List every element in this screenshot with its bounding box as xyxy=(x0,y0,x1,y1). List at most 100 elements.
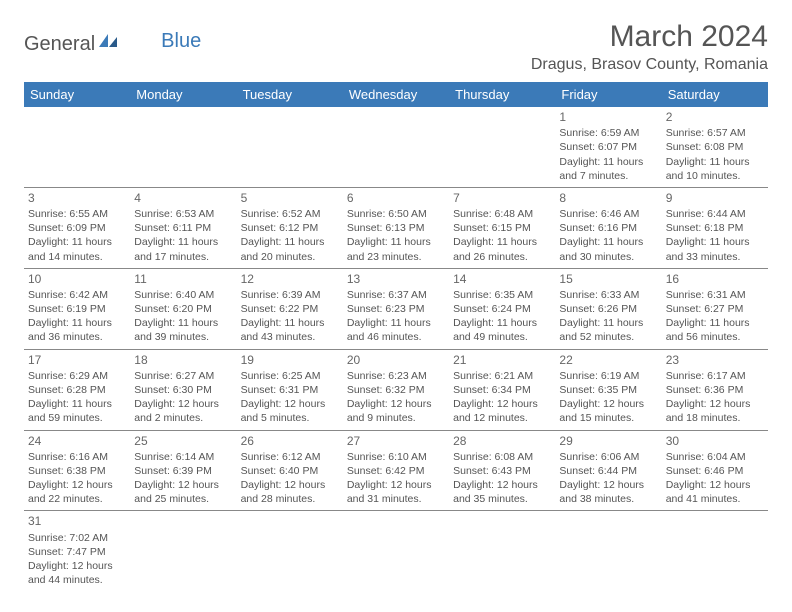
sunset-text: Sunset: 6:19 PM xyxy=(28,302,126,316)
day-number: 17 xyxy=(28,352,126,368)
sunrise-text: Sunrise: 6:46 AM xyxy=(559,207,657,221)
calendar-cell: 6Sunrise: 6:50 AMSunset: 6:13 PMDaylight… xyxy=(343,187,449,268)
calendar-cell-empty xyxy=(130,107,236,187)
sunrise-text: Sunrise: 6:35 AM xyxy=(453,288,551,302)
day-number: 10 xyxy=(28,271,126,287)
day-number: 26 xyxy=(241,433,339,449)
calendar-cell: 4Sunrise: 6:53 AMSunset: 6:11 PMDaylight… xyxy=(130,187,236,268)
calendar-cell: 25Sunrise: 6:14 AMSunset: 6:39 PMDayligh… xyxy=(130,430,236,511)
calendar-cell-empty xyxy=(555,511,661,591)
sunrise-text: Sunrise: 6:44 AM xyxy=(666,207,764,221)
calendar-cell: 14Sunrise: 6:35 AMSunset: 6:24 PMDayligh… xyxy=(449,268,555,349)
weekday-header: Monday xyxy=(130,82,236,107)
daylight-text: Daylight: 12 hours and 22 minutes. xyxy=(28,478,126,506)
daylight-text: Daylight: 11 hours and 20 minutes. xyxy=(241,235,339,263)
day-number: 9 xyxy=(666,190,764,206)
calendar-row: 3Sunrise: 6:55 AMSunset: 6:09 PMDaylight… xyxy=(24,187,768,268)
calendar-cell-empty xyxy=(449,511,555,591)
daylight-text: Daylight: 11 hours and 46 minutes. xyxy=(347,316,445,344)
sunrise-text: Sunrise: 6:42 AM xyxy=(28,288,126,302)
sunrise-text: Sunrise: 7:02 AM xyxy=(28,531,126,545)
sunset-text: Sunset: 6:24 PM xyxy=(453,302,551,316)
sunset-text: Sunset: 6:16 PM xyxy=(559,221,657,235)
calendar-cell-empty xyxy=(343,107,449,187)
day-number: 18 xyxy=(134,352,232,368)
day-number: 7 xyxy=(453,190,551,206)
sunrise-text: Sunrise: 6:17 AM xyxy=(666,369,764,383)
day-number: 29 xyxy=(559,433,657,449)
daylight-text: Daylight: 12 hours and 12 minutes. xyxy=(453,397,551,425)
sunset-text: Sunset: 6:20 PM xyxy=(134,302,232,316)
day-number: 5 xyxy=(241,190,339,206)
sunset-text: Sunset: 6:22 PM xyxy=(241,302,339,316)
calendar-body: 1Sunrise: 6:59 AMSunset: 6:07 PM Daylight… xyxy=(24,107,768,591)
daylight-text: Daylight: 11 hours and 10 minutes. xyxy=(666,155,764,183)
calendar-cell-empty xyxy=(237,107,343,187)
sunset-text: Sunset: 6:43 PM xyxy=(453,464,551,478)
sunset-text: Sunset: 6:36 PM xyxy=(666,383,764,397)
sunset-text: Sunset: 6:46 PM xyxy=(666,464,764,478)
daylight-text: Daylight: 12 hours and 25 minutes. xyxy=(134,478,232,506)
sunset-text: Sunset: 6:35 PM xyxy=(559,383,657,397)
sunset-text: Sunset: 6:42 PM xyxy=(347,464,445,478)
calendar-cell: 11Sunrise: 6:40 AMSunset: 6:20 PMDayligh… xyxy=(130,268,236,349)
calendar-cell: 31Sunrise: 7:02 AMSunset: 7:47 PMDayligh… xyxy=(24,511,130,591)
calendar-cell: 23Sunrise: 6:17 AMSunset: 6:36 PMDayligh… xyxy=(662,349,768,430)
daylight-text: Daylight: 12 hours and 15 minutes. xyxy=(559,397,657,425)
day-number: 16 xyxy=(666,271,764,287)
day-number: 23 xyxy=(666,352,764,368)
weekday-header: Thursday xyxy=(449,82,555,107)
sunset-text: Sunset: 6:28 PM xyxy=(28,383,126,397)
daylight-text: Daylight: 12 hours and 5 minutes. xyxy=(241,397,339,425)
day-number: 21 xyxy=(453,352,551,368)
day-number: 13 xyxy=(347,271,445,287)
sunset-text: Sunset: 6:26 PM xyxy=(559,302,657,316)
weekday-header-row: SundayMondayTuesdayWednesdayThursdayFrid… xyxy=(24,82,768,107)
day-number: 28 xyxy=(453,433,551,449)
sunset-text: Sunset: 6:13 PM xyxy=(347,221,445,235)
calendar-cell: 9Sunrise: 6:44 AMSunset: 6:18 PMDaylight… xyxy=(662,187,768,268)
sunrise-text: Sunrise: 6:53 AM xyxy=(134,207,232,221)
daylight-text: Daylight: 11 hours and 17 minutes. xyxy=(134,235,232,263)
weekday-header: Wednesday xyxy=(343,82,449,107)
day-number: 27 xyxy=(347,433,445,449)
day-number: 3 xyxy=(28,190,126,206)
sunrise-text: Sunrise: 6:19 AM xyxy=(559,369,657,383)
day-number: 1 xyxy=(559,109,657,125)
sunrise-text: Sunrise: 6:52 AM xyxy=(241,207,339,221)
daylight-text: Daylight: 12 hours and 2 minutes. xyxy=(134,397,232,425)
sunset-text: Sunset: 6:38 PM xyxy=(28,464,126,478)
sunset-text: Sunset: 6:32 PM xyxy=(347,383,445,397)
calendar-cell-empty xyxy=(24,107,130,187)
sunset-text: Sunset: 6:44 PM xyxy=(559,464,657,478)
weekday-header: Saturday xyxy=(662,82,768,107)
daylight-text: Daylight: 11 hours and 30 minutes. xyxy=(559,235,657,263)
day-number: 19 xyxy=(241,352,339,368)
calendar-cell: 19Sunrise: 6:25 AMSunset: 6:31 PMDayligh… xyxy=(237,349,343,430)
day-number: 31 xyxy=(28,513,126,529)
sunrise-text: Sunrise: 6:59 AM xyxy=(559,126,657,140)
calendar-cell: 16Sunrise: 6:31 AMSunset: 6:27 PMDayligh… xyxy=(662,268,768,349)
sunset-text: Sunset: 6:07 PM xyxy=(559,140,657,154)
day-number: 6 xyxy=(347,190,445,206)
sunset-text: Sunset: 6:23 PM xyxy=(347,302,445,316)
calendar-cell-empty xyxy=(237,511,343,591)
sunrise-text: Sunrise: 6:12 AM xyxy=(241,450,339,464)
sunrise-text: Sunrise: 6:50 AM xyxy=(347,207,445,221)
sunrise-text: Sunrise: 6:29 AM xyxy=(28,369,126,383)
day-number: 24 xyxy=(28,433,126,449)
daylight-text: Daylight: 11 hours and 59 minutes. xyxy=(28,397,126,425)
sunrise-text: Sunrise: 6:39 AM xyxy=(241,288,339,302)
logo: General Blue xyxy=(24,32,201,56)
sunrise-text: Sunrise: 6:33 AM xyxy=(559,288,657,302)
weekday-header: Tuesday xyxy=(237,82,343,107)
daylight-text: Daylight: 11 hours and 14 minutes. xyxy=(28,235,126,263)
calendar-cell: 27Sunrise: 6:10 AMSunset: 6:42 PMDayligh… xyxy=(343,430,449,511)
day-number: 2 xyxy=(666,109,764,125)
daylight-text: Daylight: 11 hours and 56 minutes. xyxy=(666,316,764,344)
calendar-cell: 7Sunrise: 6:48 AMSunset: 6:15 PMDaylight… xyxy=(449,187,555,268)
calendar-cell: 5Sunrise: 6:52 AMSunset: 6:12 PMDaylight… xyxy=(237,187,343,268)
calendar-cell: 8Sunrise: 6:46 AMSunset: 6:16 PMDaylight… xyxy=(555,187,661,268)
sunset-text: Sunset: 7:47 PM xyxy=(28,545,126,559)
sunrise-text: Sunrise: 6:55 AM xyxy=(28,207,126,221)
